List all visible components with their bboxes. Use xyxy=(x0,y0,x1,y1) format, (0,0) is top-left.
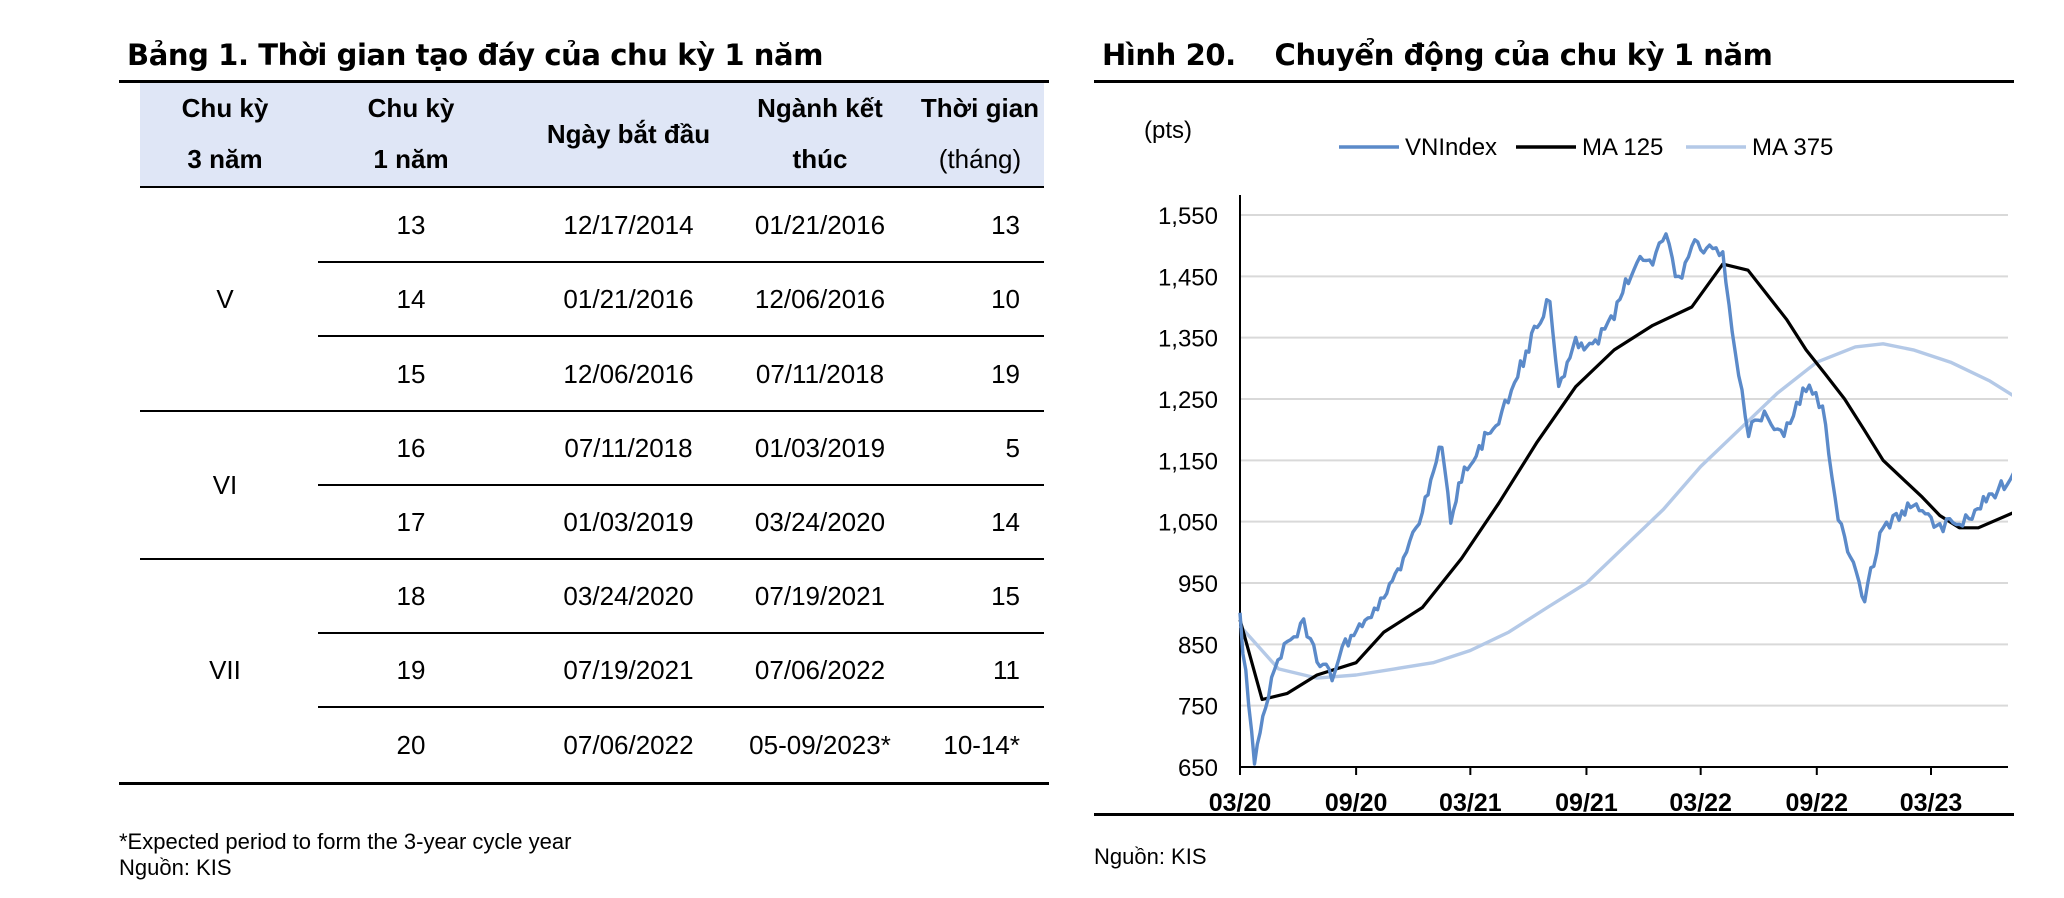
cell-months: 10 xyxy=(991,284,1020,315)
cell-end: 07/06/2022 xyxy=(754,655,886,686)
cell-cycle1: 14 xyxy=(396,284,426,315)
figure-top-rule xyxy=(1094,80,2014,83)
chart-area: 650 750 850 950 1,050 1,150 1,250 1,350 1,450 1,5… xyxy=(1094,83,2012,813)
y-tick-label: 1,050 xyxy=(1158,510,1218,537)
cell-cycle3: V xyxy=(216,284,234,315)
cell-cycle3: VII xyxy=(209,655,241,686)
figure-bottom-rule xyxy=(1094,813,2014,816)
cell-start: 07/06/2022 xyxy=(563,729,694,760)
x-tick-label: 03/22 xyxy=(1669,789,1732,813)
header-end-line2: thúc xyxy=(792,144,848,174)
cell-cycle1: 16 xyxy=(396,432,426,463)
x-tick-label: 03/23 xyxy=(1900,789,1963,813)
legend-label: MA 375 xyxy=(1752,134,1833,161)
group-divider xyxy=(140,558,1044,560)
row-divider xyxy=(318,632,1044,635)
y-tick-label: 1,350 xyxy=(1158,326,1218,353)
x-tick-label: 09/21 xyxy=(1555,789,1618,813)
cell-cycle1: 15 xyxy=(396,358,426,389)
cell-months: 10-14* xyxy=(943,729,1020,760)
cell-cycle1: 20 xyxy=(396,729,426,760)
cell-months: 19 xyxy=(991,358,1020,389)
line-chart: 650 750 850 950 1,050 1,150 1,250 1,350 1,450 1,5… xyxy=(1144,117,2012,813)
y-tick-label: 750 xyxy=(1178,694,1218,721)
cell-start: 01/21/2016 xyxy=(563,284,694,315)
header-cycle3-line2: 3 năm xyxy=(187,144,263,174)
cell-start: 07/19/2021 xyxy=(563,655,694,686)
y-tick-label: 1,250 xyxy=(1158,387,1218,414)
cell-cycle1: 19 xyxy=(396,655,426,686)
cell-start: 12/06/2016 xyxy=(563,358,694,389)
row-divider xyxy=(318,706,1044,709)
header-cycle3: Chu kỳ 3 năm xyxy=(140,83,310,185)
row-divider xyxy=(318,261,1044,264)
cell-start: 12/17/2014 xyxy=(563,210,694,241)
cell-end: 03/24/2020 xyxy=(754,506,886,537)
cell-months: 14 xyxy=(991,506,1020,537)
header-months-line2: (tháng) xyxy=(938,144,1022,174)
x-tick-label: 03/21 xyxy=(1439,789,1502,813)
cell-end: 07/11/2018 xyxy=(755,358,885,389)
cell-months: 11 xyxy=(993,655,1020,686)
cell-start: 07/11/2018 xyxy=(564,432,693,463)
table-body: 13 12/17/2014 01/21/2016 13 14 01/21/2016 12/0… xyxy=(140,188,1044,782)
table-top-rule xyxy=(119,80,1049,83)
table-source: Nguồn: KIS xyxy=(119,855,232,880)
cell-end: 01/03/2019 xyxy=(754,432,886,463)
cycle-table-section: Bảng 1. Thời gian tạo đáy của chu kỳ 1 n… xyxy=(119,30,1049,785)
table-title: Bảng 1. Thời gian tạo đáy của chu kỳ 1 n… xyxy=(127,38,824,72)
legend-label: VNIndex xyxy=(1405,134,1497,161)
legend-label: MA 125 xyxy=(1582,134,1663,161)
figure-section: Hình 20. Chuyển động của chu kỳ 1 năm 65… xyxy=(1094,30,2014,816)
header-cycle1-line1: Chu kỳ xyxy=(367,93,455,123)
cell-months: 13 xyxy=(991,210,1020,241)
figure-title: Hình 20. Chuyển động của chu kỳ 1 năm xyxy=(1102,38,1773,72)
table-header-rule xyxy=(140,186,1044,188)
header-months: Thời gian (tháng) xyxy=(910,83,1050,185)
cell-end: 01/21/2016 xyxy=(754,210,886,241)
figure-source: Nguồn: KIS xyxy=(1094,844,1207,869)
cell-end: 07/19/2021 xyxy=(754,581,886,612)
y-tick-label: 1,150 xyxy=(1158,448,1218,475)
header-end: Ngành kết thúc xyxy=(725,83,915,185)
series-line-vnindex xyxy=(1238,232,2012,766)
table-footnote: *Expected period to form the 3-year cycl… xyxy=(119,829,572,854)
header-end-line1: Ngành kết xyxy=(757,93,883,123)
header-cycle1-line2: 1 năm xyxy=(373,144,449,174)
y-axis-label: (pts) xyxy=(1144,117,1192,144)
table-header: Chu kỳ 3 năm Chu kỳ 1 năm Ngày bắt đầu N… xyxy=(140,83,1044,186)
cell-end: 12/06/2016 xyxy=(754,284,886,315)
x-tick-label: 09/22 xyxy=(1786,789,1849,813)
cell-start: 03/24/2020 xyxy=(563,581,694,612)
cell-cycle1: 13 xyxy=(396,210,426,241)
x-tick-label: 03/20 xyxy=(1209,789,1272,813)
cell-cycle3: VI xyxy=(212,469,238,500)
y-tick-label: 650 xyxy=(1178,755,1218,782)
table-bottom-rule xyxy=(119,782,1049,785)
header-months-line1: Thời gian xyxy=(920,93,1040,123)
cell-cycle1: 18 xyxy=(396,581,426,612)
y-tick-label: 1,550 xyxy=(1158,203,1218,230)
header-cycle1: Chu kỳ 1 năm xyxy=(318,83,504,185)
series-line-ma-125 xyxy=(1238,262,2012,702)
cell-start: 01/03/2019 xyxy=(563,506,694,537)
y-tick-label: 950 xyxy=(1178,571,1218,598)
x-tick-label: 09/20 xyxy=(1325,789,1388,813)
cell-months: 5 xyxy=(1005,432,1020,463)
header-start: Ngày bắt đầu xyxy=(546,119,711,149)
row-divider xyxy=(318,335,1044,338)
cell-months: 15 xyxy=(991,581,1020,612)
series-line-ma-375 xyxy=(1238,342,2012,680)
cell-cycle1: 17 xyxy=(396,506,426,537)
header-cycle3-line1: Chu kỳ xyxy=(181,93,269,123)
cell-end: 05-09/2023* xyxy=(749,729,891,760)
group-divider xyxy=(140,409,1044,412)
y-tick-label: 850 xyxy=(1178,632,1218,659)
row-divider xyxy=(318,483,1044,486)
y-tick-label: 1,450 xyxy=(1158,264,1218,291)
